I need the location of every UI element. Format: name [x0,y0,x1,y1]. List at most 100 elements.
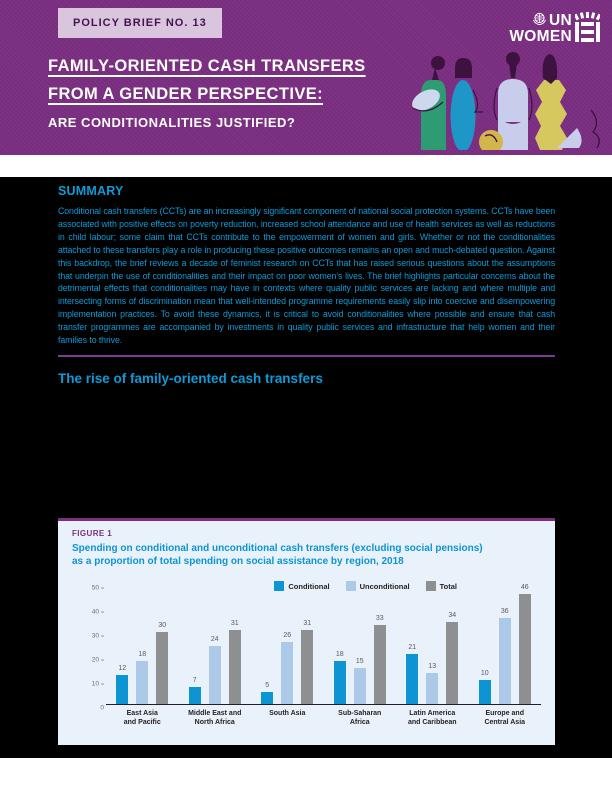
header-banner: POLICY BRIEF NO. 13 UN WOMEN [0,0,612,155]
bar-wrap: 7 [188,584,201,704]
legend-swatch [425,581,436,591]
x-axis-label: East Asia and Pacific [123,710,161,726]
bar-value-label: 18 [138,650,147,658]
x-axis-label: Latin America and Caribbean [407,710,457,726]
summary-body: Conditional cash transfers (CCTs) are an… [58,206,555,346]
bar-group: 7 24 31 [179,584,252,704]
x-axis-label: Middle East and North Africa [188,710,242,726]
bar-unconditional [498,617,511,704]
bar-wrap: 46 [518,584,531,704]
bar-total [446,622,459,704]
bar-wrap: 18 [333,584,346,704]
bar-unconditional [353,668,366,704]
bar-wrap: 36 [498,584,511,704]
y-tick-label: 20 [92,656,104,663]
content-area: SUMMARY Conditional cash transfers (CCTs… [0,177,612,758]
un-women-logo: UN WOMEN [509,11,602,47]
bar-value-label: 34 [448,612,457,620]
bar-group: 21 13 34 [396,584,469,704]
chart-x-axis: East Asia and Pacific Middle East and North… [72,710,541,727]
figure-title-line-1: Spending on conditional and unconditiona… [72,543,483,554]
section-heading: The rise of family-oriented cash transfe… [58,370,323,386]
logo-women-text: WOMEN [509,28,572,45]
bar-total [373,624,386,704]
bar-wrap: 31 [301,584,314,704]
y-tick-label: 50 [92,584,104,591]
figure-1-box: FIGURE 1 Spending on conditional and unc… [58,518,555,745]
bar-group: 10 36 46 [469,584,542,704]
bar-wrap: 31 [228,584,241,704]
bar-value-label: 30 [158,622,167,629]
y-tick-label: 0 [100,704,104,711]
bar-wrap: 13 [426,584,439,704]
bar-value-label: 12 [118,665,127,673]
bar-unconditional [281,641,294,704]
un-women-mark-icon [573,12,602,47]
bar-unconditional [426,672,439,704]
bar-value-label: 26 [283,631,292,639]
y-tick-label: 30 [92,632,104,639]
bar-value-label: 24 [210,636,219,644]
section-divider [58,354,555,357]
summary-heading: SUMMARY [58,184,124,198]
bar-value-label: 13 [428,662,437,670]
bar-conditional [333,660,346,704]
policy-brief-badge: POLICY BRIEF NO. 13 [58,8,222,38]
x-axis-label: South Asia [269,710,306,717]
un-emblem-icon [532,11,547,29]
title-line-1: FAMILY-ORIENTED CASH TRANSFERS [48,57,366,75]
bar-group: 12 18 30 [106,584,179,704]
bar-group: 18 15 33 [324,584,397,704]
bar-chart: 0 10 20 30 40 50 12 18 30 7 24 31 5 26 31 18 15 33 21 13 34… [72,584,541,727]
bar-wrap: 15 [353,584,366,704]
y-tick-label: 40 [92,608,104,615]
bar-wrap: 26 [281,584,294,704]
bar-wrap: 18 [136,584,149,704]
legend-item: Unconditional [345,581,410,591]
bar-value-label: 21 [408,643,417,651]
bar-wrap: 30 [156,584,169,704]
bar-conditional [261,692,274,704]
bar-wrap: 12 [116,584,129,704]
bar-conditional [116,675,129,704]
x-axis-label: Europe and Central Asia [484,710,526,726]
bar-value-label: 31 [303,619,312,627]
bar-conditional [406,653,419,704]
un-women-logo-text: UN WOMEN [509,11,572,44]
bar-conditional [188,687,201,704]
legend-item: Total [425,581,457,591]
figure-label: FIGURE 1 [72,529,113,538]
chart-plot-area: 12 18 30 7 24 31 5 26 31 18 15 33 21 13 34 10 36 46 [106,584,541,705]
x-axis-spacer [72,710,106,727]
y-tick-label: 10 [92,680,104,687]
title-line-2: FROM A GENDER PERSPECTIVE: [48,85,324,103]
legend-label: Unconditional [359,581,410,591]
bar-wrap: 24 [208,584,221,704]
bar-value-label: 18 [335,650,344,658]
x-axis-label: Sub-Saharan Africa [338,710,382,726]
legend-item: Conditional [274,581,330,591]
bar-wrap: 21 [406,584,419,704]
bar-total [156,632,169,704]
figure-title-line-2: as a proportion of total spending on soc… [72,556,404,567]
bar-wrap: 5 [261,584,274,704]
bar-value-label: 15 [355,658,364,665]
bar-value-label: 5 [265,682,270,689]
bar-group: 5 26 31 [251,584,324,704]
bar-conditional [478,680,491,704]
bar-unconditional [136,660,149,704]
bar-value-label: 33 [375,614,384,622]
title-subtitle: ARE CONDITIONALITIES JUSTIFIED? [48,115,296,130]
chart-y-axis: 0 10 20 30 40 50 [72,584,106,711]
bar-value-label: 10 [480,670,489,677]
header-illustration [405,50,612,155]
bar-value-label: 7 [192,677,197,685]
logo-un-text: UN [549,11,572,29]
bar-total [301,629,314,704]
legend-label: Total [439,581,457,591]
bar-total [518,593,531,704]
figure-title: Spending on conditional and unconditiona… [72,542,541,568]
document-title: FAMILY-ORIENTED CASH TRANSFERS FROM A GE… [48,52,366,130]
legend-label: Conditional [288,581,330,591]
